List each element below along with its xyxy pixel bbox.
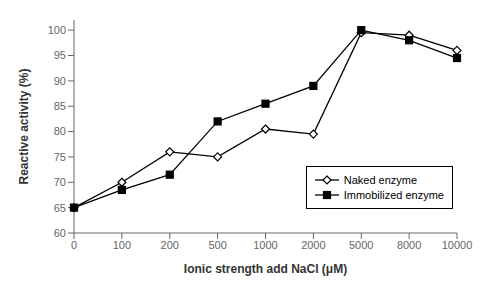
svg-text:60: 60 xyxy=(54,227,66,239)
svg-text:0: 0 xyxy=(71,239,77,251)
svg-text:1000: 1000 xyxy=(253,239,277,251)
svg-text:75: 75 xyxy=(54,151,66,163)
svg-text:70: 70 xyxy=(54,176,66,188)
svg-text:100: 100 xyxy=(48,24,66,36)
svg-text:2000: 2000 xyxy=(301,239,325,251)
svg-text:10000: 10000 xyxy=(442,239,473,251)
svg-text:95: 95 xyxy=(54,49,66,61)
svg-text:65: 65 xyxy=(54,202,66,214)
html-text:Naked enzyme: Naked enzyme xyxy=(343,174,418,186)
svg-text:500: 500 xyxy=(208,239,226,251)
svg-text:80: 80 xyxy=(54,125,66,137)
svg-text:8000: 8000 xyxy=(397,239,421,251)
svg-text:5000: 5000 xyxy=(349,239,373,251)
svg-text:200: 200 xyxy=(161,239,179,251)
svg-text:Ionic strength add NaCl (μM): Ionic strength add NaCl (μM) xyxy=(184,262,347,276)
svg-text:85: 85 xyxy=(54,100,66,112)
html-text:Immobilized enzyme: Immobilized enzyme xyxy=(343,189,444,201)
svg-text:90: 90 xyxy=(54,75,66,87)
svg-text:100: 100 xyxy=(113,239,131,251)
svg-text:Reactive activity (%): Reactive activity (%) xyxy=(17,68,31,184)
